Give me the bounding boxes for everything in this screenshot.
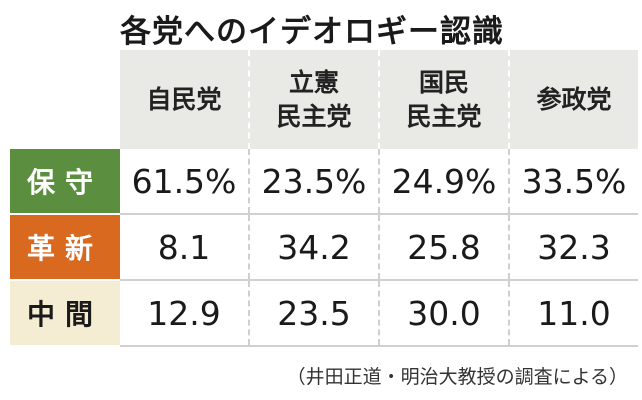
table-cell: 34.2 [249,214,380,281]
ideology-table: 自民党 立憲 民主党 国民 民主党 参政党 保守 61.5% 23.5% 24.… [10,50,638,347]
table-cell: 23.5% [249,149,380,215]
table-row-reform: 革新 8.1 34.2 25.8 32.3 [10,214,638,281]
source-note: （井田正道・明治大教授の調査による） [286,366,628,388]
table-row-conservative: 保守 61.5% 23.5% 24.9% 33.5% [10,149,638,215]
table-cell: 61.5% [120,149,250,215]
column-header-line1: 自民党 [146,84,222,114]
column-header-line1: 立憲 [288,67,339,97]
column-header-ldp: 自民党 [120,50,250,149]
row-label-conservative: 保守 [10,149,120,215]
row-label-reform: 革新 [10,214,120,281]
table-cell: 24.9% [379,149,510,215]
table-corner [10,50,120,149]
table-header-row: 自民党 立憲 民主党 国民 民主党 参政党 [10,50,638,149]
column-header-dpfp: 国民 民主党 [379,50,510,149]
table-cell: 8.1 [120,214,250,281]
table-cell: 30.0 [379,280,510,347]
column-header-line1: 国民 [418,67,469,97]
table-cell: 33.5% [509,149,638,215]
table-cell: 25.8 [379,214,510,281]
column-header-sanseito: 参政党 [509,50,638,149]
row-label-middle: 中間 [10,280,120,347]
column-header-line2: 民主党 [276,101,352,131]
column-header-cdp: 立憲 民主党 [249,50,380,149]
table-cell: 11.0 [509,280,638,347]
table-cell: 23.5 [249,280,380,347]
column-header-line2: 民主党 [406,101,482,131]
table-cell: 32.3 [509,214,638,281]
table-row-middle: 中間 12.9 23.5 30.0 11.0 [10,280,638,347]
column-header-line1: 参政党 [536,84,612,114]
table-cell: 12.9 [120,280,250,347]
graphic-title: 各党へのイデオロギー認識 [120,14,504,50]
